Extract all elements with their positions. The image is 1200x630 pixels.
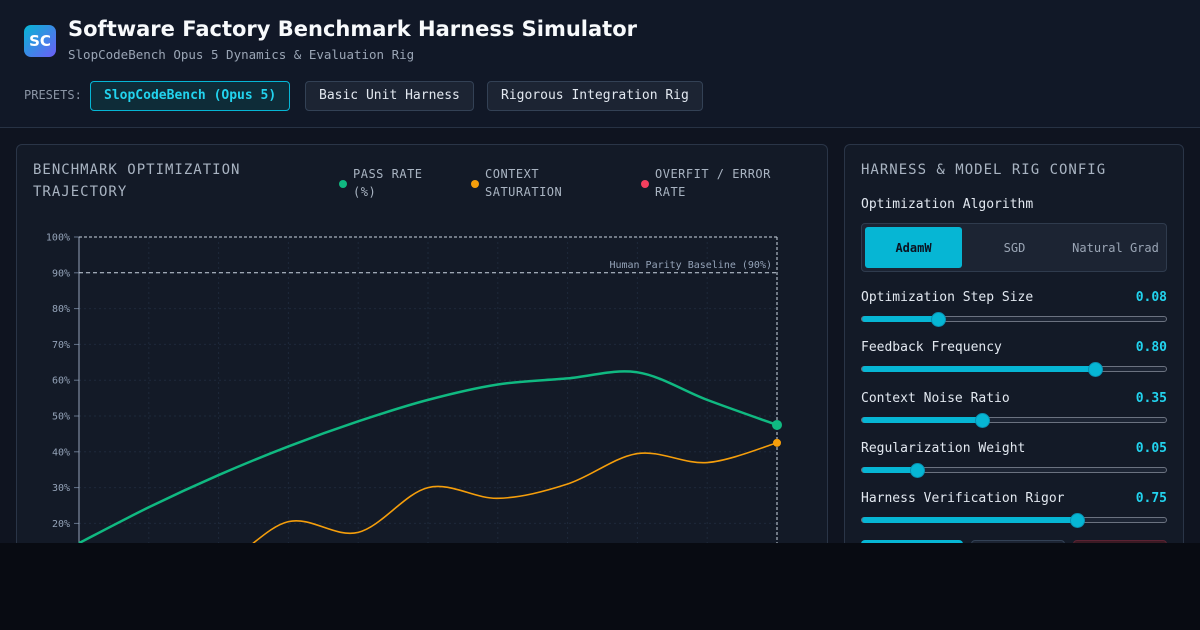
series-end-point-context-saturation (773, 438, 781, 447)
regularization-weight-slider[interactable] (861, 463, 1167, 478)
feedback-frequency-value: 0.80 (1135, 340, 1167, 355)
harness-verification-rigor-value: 0.75 (1135, 491, 1167, 506)
app-logo: SC (24, 25, 56, 57)
context-noise-ratio-label: Context Noise Ratio (861, 391, 1010, 406)
y-tick-label: 50% (52, 412, 70, 423)
chart-title: BENCHMARK OPTIMIZATION TRAJECTORY (33, 162, 241, 200)
slider-row: Optimization Step Size 0.08 (861, 290, 1167, 327)
context-noise-ratio-slider-thumb[interactable] (975, 413, 991, 428)
regularization-weight-label: Regularization Weight (861, 441, 1026, 456)
y-tick-label: 90% (52, 268, 70, 279)
harness-verification-rigor-slider-fill (862, 517, 1078, 523)
legend-dot-overfit-error (641, 180, 649, 188)
feedback-frequency-slider-fill (862, 366, 1095, 372)
feedback-frequency-slider[interactable] (861, 362, 1167, 377)
presets-label: PRESETS: (24, 88, 82, 102)
reset-button[interactable] (971, 540, 1065, 543)
harness-verification-rigor-slider[interactable] (861, 513, 1167, 528)
feedback-frequency-label: Feedback Frequency (861, 340, 1002, 355)
optimization-step-size-value: 0.08 (1135, 290, 1167, 305)
regularization-weight-value: 0.05 (1135, 441, 1167, 456)
optimization-step-size-slider[interactable] (861, 312, 1167, 327)
legend-dot-context-saturation (471, 180, 479, 188)
algorithm-label: Optimization Algorithm (861, 197, 1034, 212)
preset-slopcodebench-button[interactable]: SlopCodeBench (Opus 5) (90, 81, 291, 111)
run-button[interactable] (861, 540, 963, 543)
optimization-step-size-slider-thumb[interactable] (931, 312, 946, 327)
harness-verification-rigor-slider-thumb[interactable] (1070, 513, 1086, 528)
app-viewport: SC Software Factory Benchmark Harness Si… (0, 0, 1200, 543)
algorithm-sgd-button[interactable]: SGD (1003, 240, 1026, 255)
context-noise-ratio-slider[interactable] (861, 413, 1167, 428)
y-tick-label: 100% (46, 233, 70, 244)
context-noise-ratio-slider-fill (862, 417, 983, 423)
regularization-weight-slider-thumb[interactable] (909, 463, 925, 478)
regularization-weight-slider-fill (862, 467, 917, 473)
legend-label-context-saturation: CONTEXT SATURATION (485, 167, 563, 199)
human-parity-label: Human Parity Baseline (90%) (609, 260, 772, 271)
trajectory-chart: 10%20%30%40%50%60%70%80%90%100%Human Par… (46, 233, 782, 543)
legend-dot-pass-rate (339, 180, 347, 188)
page-title: Software Factory Benchmark Harness Simul… (68, 17, 637, 41)
y-tick-label: 40% (52, 447, 70, 458)
optimization-step-size-label: Optimization Step Size (861, 290, 1034, 305)
chart-panel: BENCHMARK OPTIMIZATION TRAJECTORY PASS R… (16, 144, 828, 543)
series-line-pass-rate (78, 370, 778, 543)
slider-row: Regularization Weight 0.05 (861, 441, 1167, 478)
y-tick-label: 20% (52, 519, 70, 530)
feedback-frequency-slider-thumb[interactable] (1087, 362, 1103, 377)
config-panel: HARNESS & MODEL RIG CONFIG Optimization … (844, 144, 1184, 543)
optimization-step-size-slider-fill (862, 316, 938, 322)
algorithm-selector: AdamW SGD Natural Grad (861, 223, 1167, 272)
slider-row: Harness Verification Rigor 0.75 (861, 491, 1167, 528)
slider-row: Context Noise Ratio 0.35 (861, 391, 1167, 428)
slider-row: Feedback Frequency 0.80 (861, 340, 1167, 377)
context-noise-ratio-value: 0.35 (1135, 391, 1167, 406)
y-tick-label: 80% (52, 304, 70, 315)
series-line-context-saturation (252, 442, 778, 543)
legend-label-overfit-error: OVERFIT / ERROR RATE (655, 167, 771, 199)
page-subtitle: SlopCodeBench Opus 5 Dynamics & Evaluati… (68, 47, 415, 62)
preset-rigorous-integration-button[interactable]: Rigorous Integration Rig (487, 81, 703, 111)
y-tick-label: 70% (52, 340, 70, 351)
legend-label-pass-rate: PASS RATE (%) (353, 167, 423, 199)
header: SC Software Factory Benchmark Harness Si… (0, 0, 1200, 128)
y-tick-label: 30% (52, 483, 70, 494)
algorithm-adamw-button[interactable]: AdamW (865, 227, 962, 268)
algorithm-natural-grad-button[interactable]: Natural Grad (1072, 240, 1159, 255)
y-tick-label: 60% (52, 376, 70, 387)
stop-button[interactable] (1073, 540, 1167, 543)
series-end-point-pass-rate (772, 419, 782, 430)
config-title: HARNESS & MODEL RIG CONFIG (861, 162, 1107, 178)
harness-verification-rigor-label: Harness Verification Rigor (861, 491, 1065, 506)
preset-basic-unit-button[interactable]: Basic Unit Harness (305, 81, 474, 111)
